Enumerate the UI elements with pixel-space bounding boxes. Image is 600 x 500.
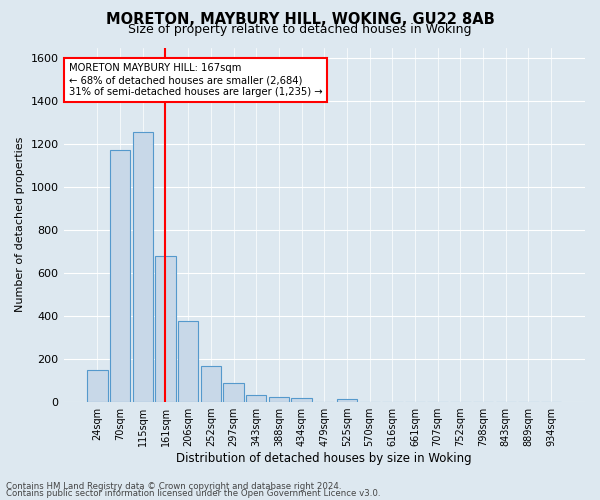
Bar — [200, 366, 221, 402]
Text: MORETON, MAYBURY HILL, WOKING, GU22 8AB: MORETON, MAYBURY HILL, WOKING, GU22 8AB — [106, 12, 494, 28]
Bar — [246, 394, 266, 402]
Text: Size of property relative to detached houses in Woking: Size of property relative to detached ho… — [128, 22, 472, 36]
Bar — [87, 370, 107, 402]
Text: Contains HM Land Registry data © Crown copyright and database right 2024.: Contains HM Land Registry data © Crown c… — [6, 482, 341, 491]
Bar — [223, 382, 244, 402]
Bar — [133, 132, 153, 402]
Text: MORETON MAYBURY HILL: 167sqm
← 68% of detached houses are smaller (2,684)
31% of: MORETON MAYBURY HILL: 167sqm ← 68% of de… — [69, 64, 322, 96]
Bar — [110, 150, 130, 402]
Text: Contains public sector information licensed under the Open Government Licence v3: Contains public sector information licen… — [6, 490, 380, 498]
Bar — [178, 322, 199, 402]
Bar — [155, 256, 176, 402]
Bar — [337, 399, 357, 402]
Y-axis label: Number of detached properties: Number of detached properties — [15, 137, 25, 312]
X-axis label: Distribution of detached houses by size in Woking: Distribution of detached houses by size … — [176, 452, 472, 465]
Bar — [292, 398, 312, 402]
Bar — [269, 396, 289, 402]
